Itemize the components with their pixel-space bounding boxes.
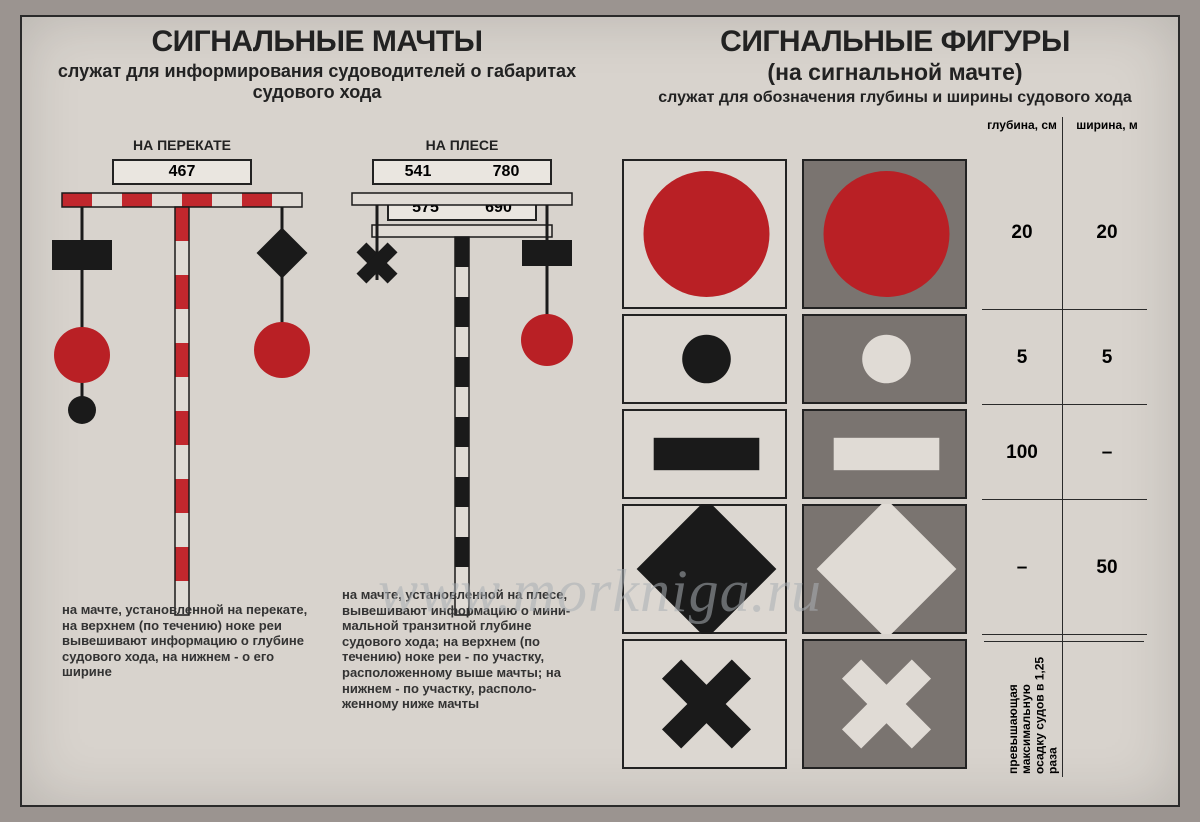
mast-b-note: на мачте, установленной на плесе, вывеши… [342,587,592,712]
mast-b-diagram [332,185,592,625]
left-subtitle: служат для информирования судоводителей … [22,61,612,102]
figure-light-cross [622,639,787,769]
mast-b-label: НА ПЛЕСЕ [382,137,542,153]
width-1: 5 [1067,347,1147,369]
right-subtitle-row: (на сигнальной мачте) [612,59,1178,86]
depth-2: 100 [982,442,1062,464]
figure-light-circle-large [622,159,787,309]
col-depth-head: глубина, см [982,119,1062,132]
depth-1: 5 [982,347,1062,369]
cross-depth-note: превышающая максимальную осадку судов в … [1007,649,1060,774]
mast-a-note: на мачте, установленной на перекате, на … [62,602,312,680]
figure-dark-cross [802,639,967,769]
mast-b-tl: 541 [374,161,462,183]
width-3: 50 [1067,557,1147,579]
figure-dark-rect [802,409,967,499]
col-width-head: ширина, м [1067,119,1147,132]
mast-a-label: НА ПЕРЕКАТЕ [82,137,282,153]
left-title: СИГНАЛЬНЫЕ МАЧТЫ [22,25,612,59]
mast-a-panel: 467 [114,161,250,183]
right-subtitle: служат для обозначения глубины и ширины … [612,89,1178,107]
figure-dark-diamond [802,504,967,634]
width-2: – [1067,442,1147,464]
figure-light-rect [622,409,787,499]
figure-dark-circle-small [802,314,967,404]
mast-a-diagram [42,185,322,625]
depth-0: 20 [982,222,1062,244]
figure-light-diamond [622,504,787,634]
figures-grid: глубина, см ширина, м 202055100––50 прев… [612,129,1178,799]
figure-light-circle-small [622,314,787,404]
figure-dark-circle-large [802,159,967,309]
mast-b-tr: 780 [462,161,550,183]
right-title: СИГНАЛЬНЫЕ ФИГУРЫ [612,25,1178,59]
width-0: 20 [1067,222,1147,244]
depth-3: – [982,557,1062,579]
